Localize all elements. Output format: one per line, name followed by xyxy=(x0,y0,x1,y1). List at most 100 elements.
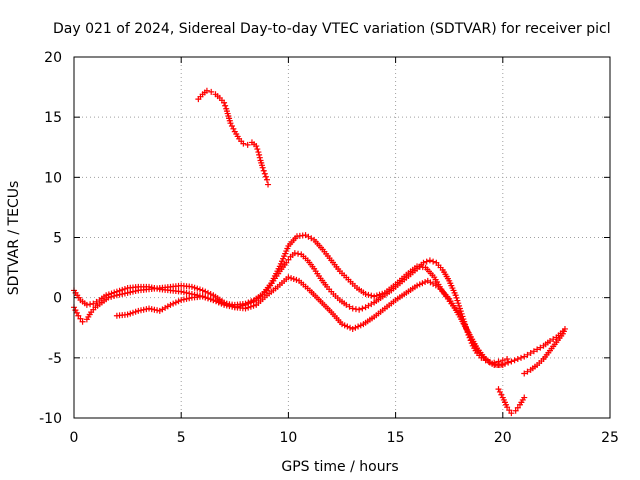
data-point-interp xyxy=(172,299,179,306)
data-point-interp xyxy=(218,300,225,307)
data-point-interp xyxy=(186,295,193,302)
data-point xyxy=(221,99,228,106)
data-point-interp xyxy=(524,351,531,358)
data-point xyxy=(521,353,528,360)
data-point-interp xyxy=(93,298,100,305)
data-point-interp xyxy=(293,276,300,283)
data-point xyxy=(521,394,528,401)
data-point-interp xyxy=(183,289,190,296)
data-point xyxy=(263,176,270,183)
data-point-interp xyxy=(207,296,214,303)
x-axis-label: GPS time / hours xyxy=(281,459,398,475)
data-point-interp xyxy=(129,309,136,316)
data-point xyxy=(79,318,86,325)
data-point xyxy=(188,283,195,290)
data-point xyxy=(452,292,459,299)
data-point xyxy=(135,307,142,314)
data-point-interp xyxy=(180,289,187,296)
data-point xyxy=(113,288,120,295)
data-point-interp xyxy=(175,298,182,305)
data-point xyxy=(414,282,421,289)
data-point-interp xyxy=(111,289,118,296)
data-point-interp xyxy=(518,354,525,361)
data-point-interp xyxy=(151,306,158,313)
data-point-interp xyxy=(245,299,252,306)
y-tick-label: 5 xyxy=(53,231,62,247)
data-point xyxy=(349,325,356,332)
data-point-interp xyxy=(454,297,461,304)
y-tick-label: -10 xyxy=(39,411,62,427)
data-point-interp xyxy=(352,324,359,331)
data-point-interp xyxy=(72,307,79,314)
data-point xyxy=(343,301,350,308)
data-point-interp xyxy=(347,324,354,331)
y-tick-label: -5 xyxy=(48,351,62,367)
data-point xyxy=(512,407,519,414)
data-point-interp xyxy=(359,305,366,312)
data-point-interp xyxy=(295,250,302,257)
data-point-interp xyxy=(430,258,437,265)
data-point xyxy=(527,350,534,357)
data-point-interp xyxy=(194,285,201,292)
data-point xyxy=(221,301,228,308)
data-point xyxy=(199,293,206,300)
data-point-interp xyxy=(230,125,237,132)
data-point xyxy=(291,250,298,257)
x-tick-label: 0 xyxy=(70,430,79,446)
data-point-interp xyxy=(373,292,380,299)
data-point-interp xyxy=(77,315,84,322)
y-tick-label: 20 xyxy=(44,50,62,66)
data-point xyxy=(199,287,206,294)
data-point xyxy=(90,300,97,307)
data-point xyxy=(371,293,378,300)
data-point-interp xyxy=(416,281,423,288)
chart-title: Day 021 of 2024, Sidereal Day-to-day VTE… xyxy=(53,21,611,37)
data-point xyxy=(75,312,82,319)
data-point xyxy=(283,259,290,266)
data-point-interp xyxy=(191,284,198,291)
tick-labels: 0 5 10 15 20 25 -10 -5 0 5 10 15 20 xyxy=(39,50,619,446)
data-point xyxy=(124,311,131,318)
data-point xyxy=(178,288,185,295)
data-point xyxy=(534,346,541,353)
data-point-interp xyxy=(455,300,462,307)
data-point-interp xyxy=(138,307,144,314)
data-point-interp xyxy=(222,102,229,109)
data-point-interp xyxy=(537,344,544,351)
data-point xyxy=(103,292,110,299)
data-point xyxy=(146,283,153,290)
data-point xyxy=(521,370,528,377)
data-point-interp xyxy=(228,122,235,129)
data-point xyxy=(203,87,210,94)
data-point-interp xyxy=(245,304,252,311)
data-point xyxy=(255,149,262,156)
data-point xyxy=(546,337,553,344)
data-point xyxy=(426,257,433,264)
data-point-interp xyxy=(205,295,211,302)
grid-lines xyxy=(74,57,610,418)
data-point-interp xyxy=(288,275,295,282)
x-tick-label: 25 xyxy=(601,430,619,446)
data-point-interp xyxy=(73,309,80,316)
data-point-interp xyxy=(260,167,267,174)
data-point-interp xyxy=(223,302,230,309)
data-point-interp xyxy=(341,322,348,329)
data-point xyxy=(210,297,217,304)
data-point xyxy=(265,181,272,188)
data-point-interp xyxy=(143,306,150,313)
data-point xyxy=(242,305,249,312)
data-point-interp xyxy=(496,388,503,395)
data-point xyxy=(362,291,369,298)
data-point-interp xyxy=(205,289,211,296)
data-point-interp xyxy=(505,359,512,366)
data-point-interp xyxy=(207,291,214,298)
data-point-interp xyxy=(215,299,222,306)
data-point-interp xyxy=(262,173,269,180)
data-point-interp xyxy=(87,301,94,308)
data-point-interp xyxy=(423,258,430,265)
data-point xyxy=(504,356,511,363)
data-point xyxy=(167,301,174,308)
data-point xyxy=(514,356,521,363)
data-point-interp xyxy=(352,306,359,313)
